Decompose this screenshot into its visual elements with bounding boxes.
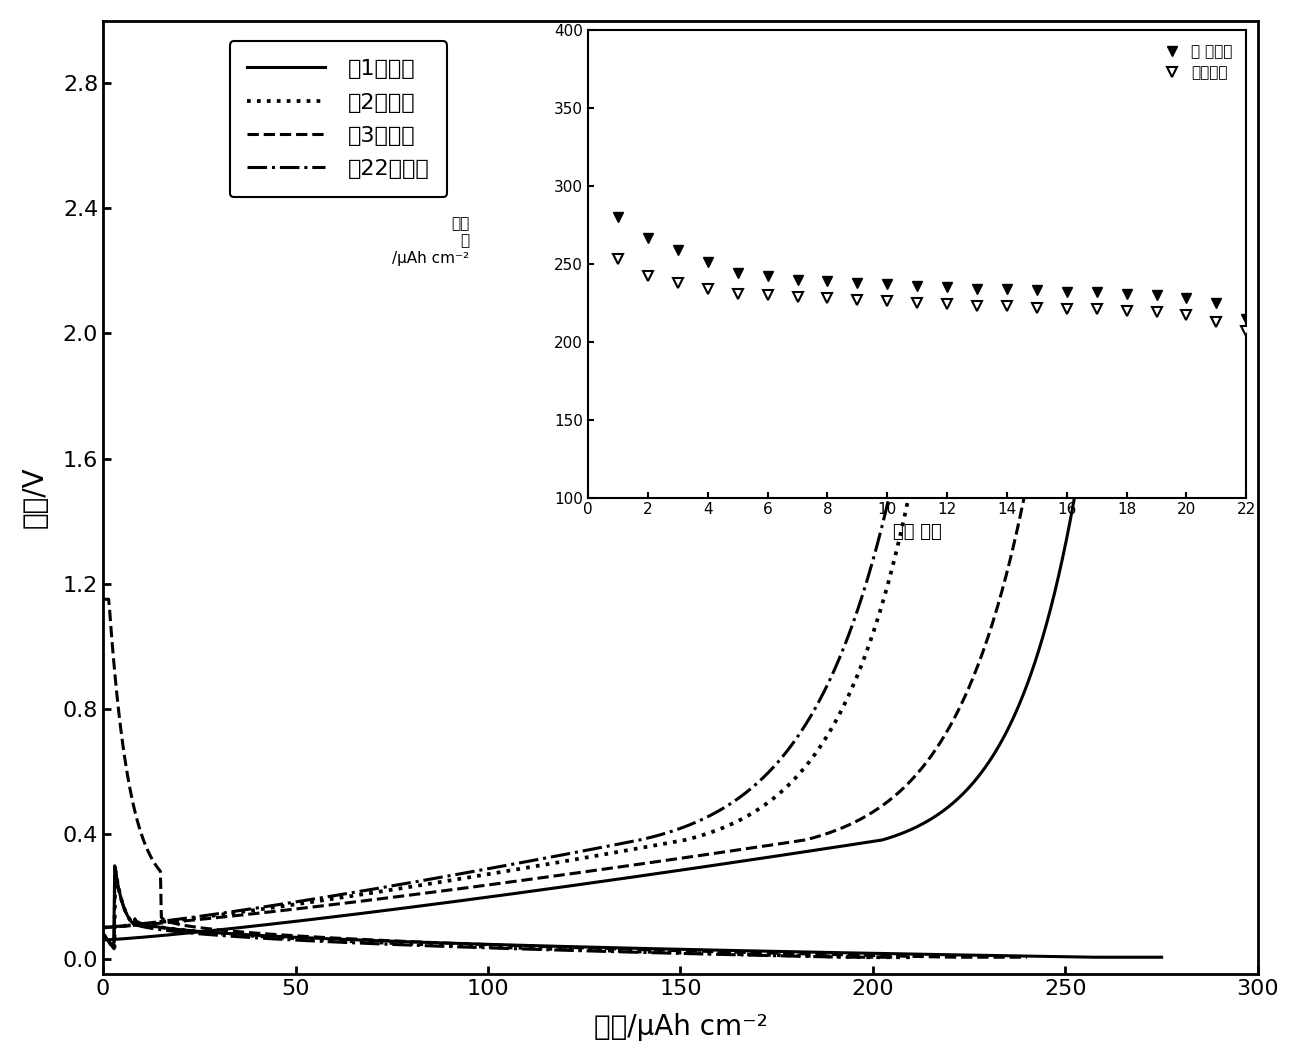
第2次循环: [741, 948, 757, 961]
第1次循环: [563, 940, 578, 953]
第3次循环: [729, 946, 745, 959]
第2次循环: [858, 950, 874, 963]
Line: 第3次循环: 第3次循环: [103, 599, 1027, 957]
第1次循环: [823, 946, 838, 959]
第1次循环: [95, 927, 110, 940]
第2次循环: [651, 945, 667, 958]
第3次循环: [832, 948, 848, 961]
第3次循环: [944, 950, 959, 963]
第22次循环: [884, 950, 900, 963]
第3次循环: [190, 921, 205, 933]
第2次循环: [95, 927, 110, 940]
第22次循环: [725, 948, 741, 961]
第2次循环: [903, 950, 919, 963]
Line: 第1次循环: 第1次循环: [103, 866, 1162, 957]
第3次循环: [1019, 950, 1035, 963]
第2次循环: [108, 862, 124, 875]
第1次循环: [1087, 950, 1102, 963]
第3次循环: [502, 939, 517, 952]
第22次循环: [177, 926, 192, 939]
第2次循环: [452, 939, 468, 952]
第3次循环: [815, 948, 831, 961]
第1次循环: [107, 859, 122, 872]
第22次循环: [95, 927, 110, 940]
Line: 第22次循环: 第22次循环: [103, 867, 892, 957]
第22次循环: [835, 950, 850, 963]
第22次循环: [107, 860, 122, 873]
X-axis label: 容量/μAh cm⁻²: 容量/μAh cm⁻²: [594, 1013, 767, 1041]
第2次循环: [178, 924, 194, 937]
Line: 第2次循环: 第2次循环: [103, 869, 911, 957]
第3次循环: [469, 938, 485, 950]
第1次循环: [941, 948, 957, 961]
第3次循环: [95, 593, 110, 605]
第1次循环: [524, 939, 539, 952]
Legend: 第1次循环, 第2次循环, 第3次循环, 第22次循环: 第1次循环, 第2次循环, 第3次循环, 第22次循环: [230, 41, 447, 198]
第22次循环: [638, 946, 654, 959]
第1次循环: [922, 948, 937, 961]
第1次循环: [204, 926, 220, 939]
第2次循环: [727, 947, 742, 960]
第22次循环: [711, 948, 727, 961]
第1次循环: [1154, 950, 1170, 963]
Y-axis label: 电压/V: 电压/V: [21, 467, 49, 529]
第2次循环: [422, 938, 438, 950]
第22次循环: [415, 939, 430, 952]
第22次循环: [443, 940, 459, 953]
